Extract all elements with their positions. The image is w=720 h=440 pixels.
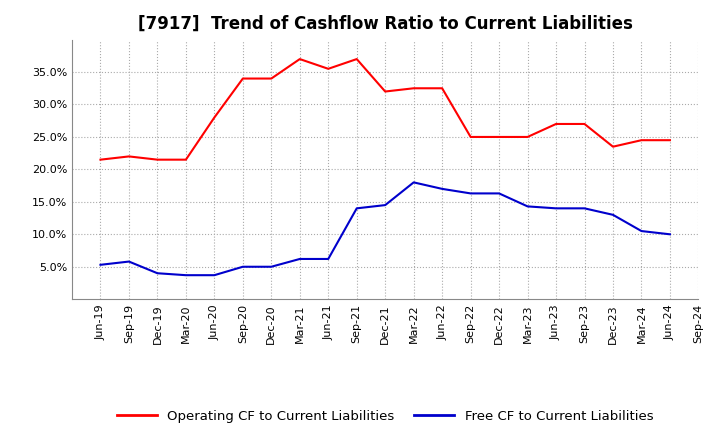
Free CF to Current Liabilities [580, 205, 589, 211]
Operating CF to Current Liabilities [352, 56, 361, 62]
Free CF to Current Liabilities [381, 202, 390, 208]
Operating CF to Current Liabilities [410, 86, 418, 91]
Free CF to Current Liabilities [637, 228, 646, 234]
Free CF to Current Liabilities [295, 257, 304, 262]
Operating CF to Current Liabilities [523, 134, 532, 139]
Operating CF to Current Liabilities [495, 134, 503, 139]
Operating CF to Current Liabilities [665, 138, 674, 143]
Free CF to Current Liabilities [324, 257, 333, 262]
Free CF to Current Liabilities [608, 212, 617, 217]
Operating CF to Current Liabilities [125, 154, 133, 159]
Operating CF to Current Liabilities [637, 138, 646, 143]
Free CF to Current Liabilities [495, 191, 503, 196]
Free CF to Current Liabilities [552, 205, 560, 211]
Operating CF to Current Liabilities [467, 134, 475, 139]
Title: [7917]  Trend of Cashflow Ratio to Current Liabilities: [7917] Trend of Cashflow Ratio to Curren… [138, 15, 633, 33]
Free CF to Current Liabilities [153, 271, 162, 276]
Free CF to Current Liabilities [352, 205, 361, 211]
Free CF to Current Liabilities [96, 262, 105, 268]
Operating CF to Current Liabilities [608, 144, 617, 149]
Line: Operating CF to Current Liabilities: Operating CF to Current Liabilities [101, 59, 670, 160]
Operating CF to Current Liabilities [324, 66, 333, 71]
Free CF to Current Liabilities [438, 186, 446, 191]
Free CF to Current Liabilities [181, 272, 190, 278]
Operating CF to Current Liabilities [295, 56, 304, 62]
Free CF to Current Liabilities [410, 180, 418, 185]
Free CF to Current Liabilities [665, 231, 674, 237]
Line: Free CF to Current Liabilities: Free CF to Current Liabilities [101, 182, 670, 275]
Free CF to Current Liabilities [467, 191, 475, 196]
Operating CF to Current Liabilities [210, 115, 219, 120]
Free CF to Current Liabilities [523, 204, 532, 209]
Operating CF to Current Liabilities [267, 76, 276, 81]
Operating CF to Current Liabilities [381, 89, 390, 94]
Operating CF to Current Liabilities [438, 86, 446, 91]
Operating CF to Current Liabilities [181, 157, 190, 162]
Operating CF to Current Liabilities [552, 121, 560, 127]
Legend: Operating CF to Current Liabilities, Free CF to Current Liabilities: Operating CF to Current Liabilities, Fre… [112, 404, 659, 428]
Free CF to Current Liabilities [238, 264, 247, 269]
Free CF to Current Liabilities [210, 272, 219, 278]
Operating CF to Current Liabilities [153, 157, 162, 162]
Operating CF to Current Liabilities [580, 121, 589, 127]
Operating CF to Current Liabilities [96, 157, 105, 162]
Free CF to Current Liabilities [125, 259, 133, 264]
Operating CF to Current Liabilities [238, 76, 247, 81]
Free CF to Current Liabilities [267, 264, 276, 269]
